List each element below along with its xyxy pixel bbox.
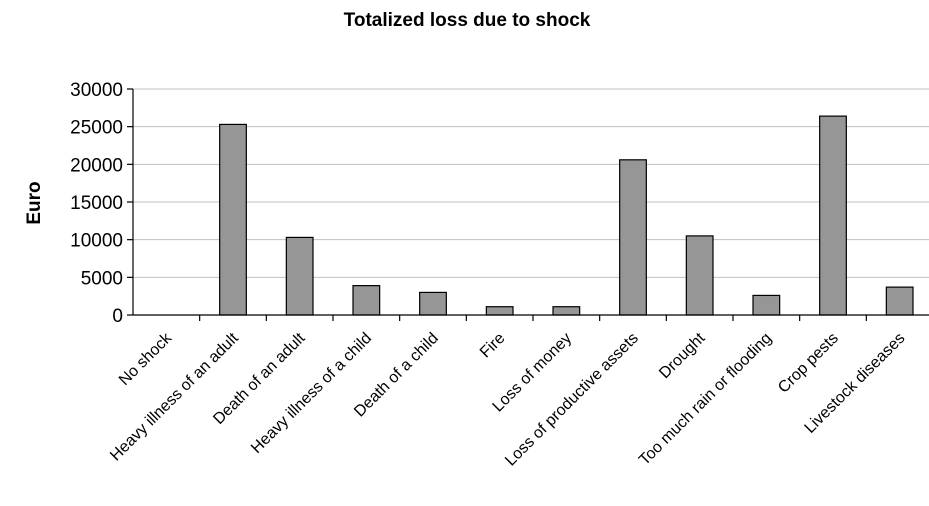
x-tick-label: Too much rain or flooding: [636, 330, 775, 469]
bar: [885, 286, 914, 316]
bars: [219, 115, 914, 316]
bar: [352, 285, 381, 316]
bar: [819, 115, 847, 316]
x-tick-label: Heavy illness of an adult: [107, 329, 242, 464]
bar: [419, 291, 447, 316]
y-tick-labels: 0 5000 10000 15000 20000 25000 30000: [70, 80, 123, 327]
bar: [552, 306, 581, 316]
y-tick-label: 20000: [70, 155, 123, 176]
x-tick-label: Fire: [477, 330, 509, 362]
x-tick-label: Drought: [656, 329, 709, 382]
x-tick-label: Heavy illness of a child: [248, 330, 375, 457]
x-tick-label: Loss of productive assets: [502, 330, 642, 470]
y-tick-label: 10000: [70, 231, 123, 252]
chart-title: Totalized loss due to shock: [344, 10, 591, 31]
y-tick-label: 30000: [70, 80, 123, 101]
bar: [619, 159, 647, 316]
x-tick-label: Crop pests: [775, 330, 842, 397]
axes: [127, 88, 929, 321]
bar: [285, 236, 314, 316]
bar: [485, 306, 514, 316]
y-tick-label: 0: [112, 306, 123, 327]
y-tick-label: 25000: [70, 118, 123, 139]
gridlines: [133, 88, 929, 278]
y-tick-label: 5000: [81, 268, 123, 289]
bar: [752, 294, 781, 316]
y-axis-label: Euro: [24, 181, 45, 224]
x-tick-label: No shock: [116, 329, 176, 389]
bar: [685, 235, 714, 316]
bar: [219, 123, 247, 316]
y-tick-label: 15000: [70, 193, 123, 214]
